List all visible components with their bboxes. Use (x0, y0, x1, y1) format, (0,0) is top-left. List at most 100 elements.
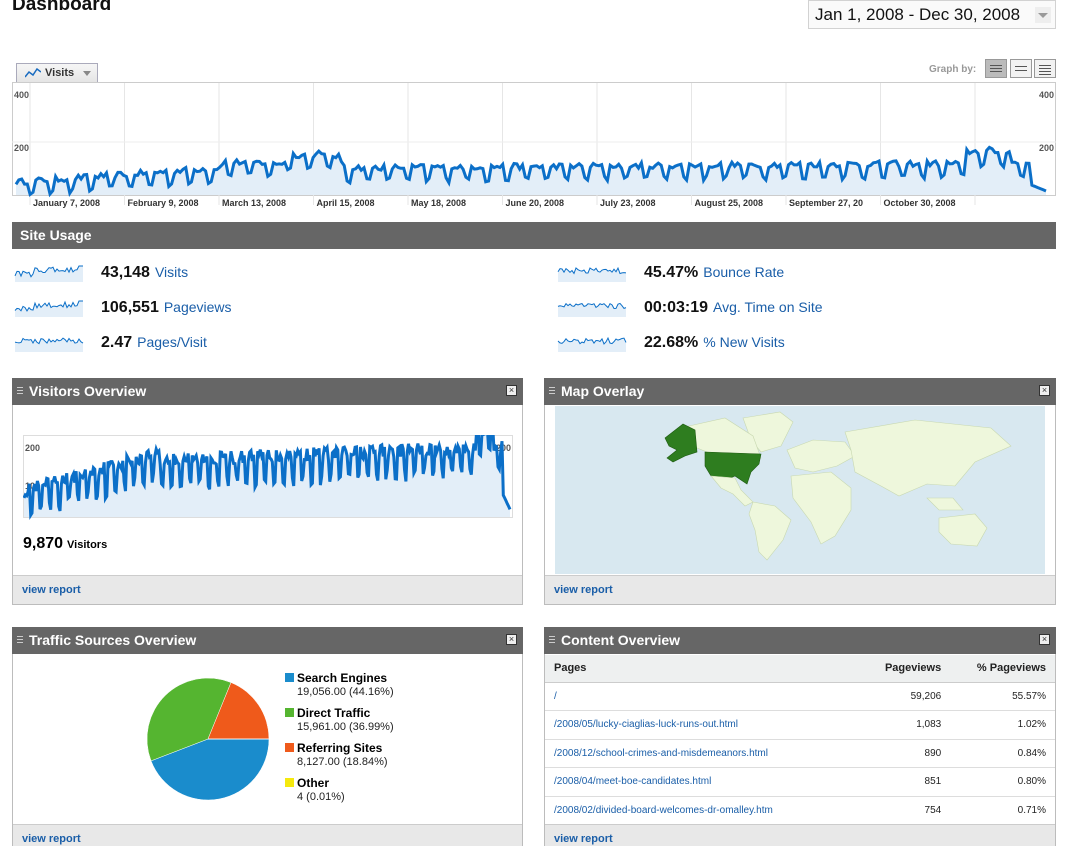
panel-header[interactable]: Visitors Overview × (12, 378, 523, 405)
page-link[interactable]: / (545, 682, 863, 711)
graph-by-day-button[interactable] (985, 59, 1007, 78)
pie-slice-referring-sites[interactable] (207, 682, 270, 740)
panel-header[interactable]: Traffic Sources Overview × (12, 627, 523, 654)
map-region-africa[interactable] (790, 471, 852, 545)
metric-number: 2.47 (101, 334, 133, 351)
x-axis-label: July 23, 2008 (600, 198, 656, 208)
column-header[interactable]: Pageviews (862, 655, 951, 683)
date-range-picker[interactable]: Jan 1, 2008 - Dec 30, 2008 (808, 0, 1056, 29)
legend-swatch (285, 778, 294, 787)
x-axis-label: May 18, 2008 (411, 198, 466, 208)
panel-header[interactable]: Map Overlay × (544, 378, 1056, 405)
visits-line-chart: 400 200 400 200 January 7, 2008 February 9, 2… (12, 82, 1056, 208)
pageviews-cell: 851 (862, 767, 951, 797)
view-report-link[interactable]: view report (22, 584, 81, 596)
column-header[interactable]: Pages (545, 655, 863, 683)
close-icon[interactable]: × (506, 385, 517, 396)
y-axis-label: 400 (14, 90, 29, 100)
x-axis-label: January 7, 2008 (33, 198, 100, 208)
drag-grip-icon[interactable] (549, 387, 555, 396)
chevron-down-icon[interactable] (1035, 7, 1051, 23)
page-link[interactable]: /2008/02/divided-board-welcomes-dr-omall… (545, 796, 863, 825)
column-header[interactable]: % Pageviews (950, 655, 1055, 683)
legend-swatch (285, 743, 294, 752)
panel-title: Visitors Overview (29, 383, 147, 399)
metric-number: 43,148 (101, 264, 150, 281)
x-axis-label: August 25, 2008 (695, 198, 764, 208)
panel-title: Content Overview (561, 632, 681, 648)
metric-tab-label: Visits (45, 67, 75, 79)
site-usage-metric: 2.47 Pages/Visit (14, 332, 494, 356)
metric-link[interactable]: Visits (154, 264, 189, 280)
sparkline-line (557, 336, 627, 345)
metric-link[interactable]: Pageviews (163, 299, 232, 315)
visitors-count: 9,870 Visitors (23, 535, 107, 553)
site-usage-metric: 00:03:19 Avg. Time on Site (557, 297, 1037, 321)
legend-name: Search Engines (297, 671, 388, 685)
metric-link[interactable]: Bounce Rate (703, 264, 785, 280)
map-region-asia[interactable] (844, 419, 1012, 497)
panel-footer: view report (13, 824, 522, 846)
map-region-australia[interactable] (938, 513, 988, 547)
legend-name: Other (297, 776, 330, 790)
sparkline-line (557, 266, 627, 275)
sparkline (557, 302, 627, 317)
map-overlay-panel: Map Overlay × view re (544, 378, 1056, 605)
page-link[interactable]: /2008/05/lucky-ciaglias-luck-runs-out.ht… (545, 710, 863, 740)
map-region-mexico[interactable] (710, 475, 754, 507)
map-region-southeast-asia[interactable] (926, 497, 964, 511)
metric-link[interactable]: Avg. Time on Site (713, 299, 823, 315)
pie-slice-direct-traffic[interactable] (146, 677, 232, 762)
table-row: /2008/05/lucky-ciaglias-luck-runs-out.ht… (545, 710, 1055, 740)
view-report-link[interactable]: view report (554, 833, 613, 845)
page-link[interactable]: /2008/04/meet-boe-candidates.html (545, 767, 863, 797)
pageviews-cell: 754 (862, 796, 951, 825)
pageviews-cell: 890 (862, 739, 951, 768)
view-report-link[interactable]: view report (554, 584, 613, 596)
graph-by-month-button[interactable] (1034, 59, 1056, 78)
close-icon[interactable]: × (1039, 385, 1050, 396)
metric-number: 22.68% (644, 334, 699, 351)
close-icon[interactable]: × (506, 634, 517, 645)
table-row: /2008/12/school-crimes-and-misdemeanors.… (545, 739, 1055, 768)
x-axis-label: March 13, 2008 (222, 198, 286, 208)
sparkline (14, 337, 84, 352)
metric-link[interactable]: Pages/Visit (137, 334, 207, 350)
x-axis-label: October 30, 2008 (884, 198, 956, 208)
map-region-europe[interactable] (786, 439, 856, 473)
pie-slice-search-engines[interactable] (150, 738, 270, 801)
y-axis-label: 100 (25, 481, 40, 491)
drag-grip-icon[interactable] (549, 636, 555, 645)
panel-title: Traffic Sources Overview (29, 632, 197, 648)
metric-selector-tab[interactable]: Visits (16, 63, 98, 83)
percent-cell: 0.84% (950, 739, 1055, 768)
map-region-alaska[interactable] (664, 423, 698, 463)
metric-value: 2.47 Pages/Visit (101, 334, 207, 352)
world-map[interactable] (555, 406, 1045, 574)
sparkline (557, 336, 627, 352)
drag-grip-icon[interactable] (17, 387, 23, 396)
content-overview-panel: Content Overview × Pages Pageviews% Pagev… (544, 627, 1056, 846)
metric-value: 43,148 Visits (101, 264, 188, 282)
sparkline (14, 300, 83, 317)
view-report-link[interactable]: view report (22, 833, 81, 845)
page-link[interactable]: /2008/12/school-crimes-and-misdemeanors.… (545, 739, 863, 768)
metric-value: 00:03:19 Avg. Time on Site (644, 299, 823, 317)
table-row: /2008/02/divided-board-welcomes-dr-omall… (545, 796, 1055, 825)
percent-cell: 1.02% (950, 710, 1055, 740)
y-axis-label: 400 (1039, 90, 1054, 100)
map-region-south-america[interactable] (748, 501, 792, 561)
metric-value: 45.47% Bounce Rate (644, 264, 784, 282)
legend-value: 8,127.00 (18.84%) (297, 756, 388, 768)
graph-by-week-button[interactable] (1010, 59, 1032, 78)
close-icon[interactable]: × (1039, 634, 1050, 645)
drag-grip-icon[interactable] (17, 636, 23, 645)
page-title: Dashboard (12, 0, 112, 15)
visitors-count-value: 9,870 (23, 535, 64, 552)
map-region-usa[interactable] (704, 451, 762, 485)
metric-number: 00:03:19 (644, 299, 709, 316)
metric-link[interactable]: % New Visits (703, 334, 785, 350)
y-axis-label: 200 (14, 143, 29, 153)
panel-header[interactable]: Content Overview × (544, 627, 1056, 654)
